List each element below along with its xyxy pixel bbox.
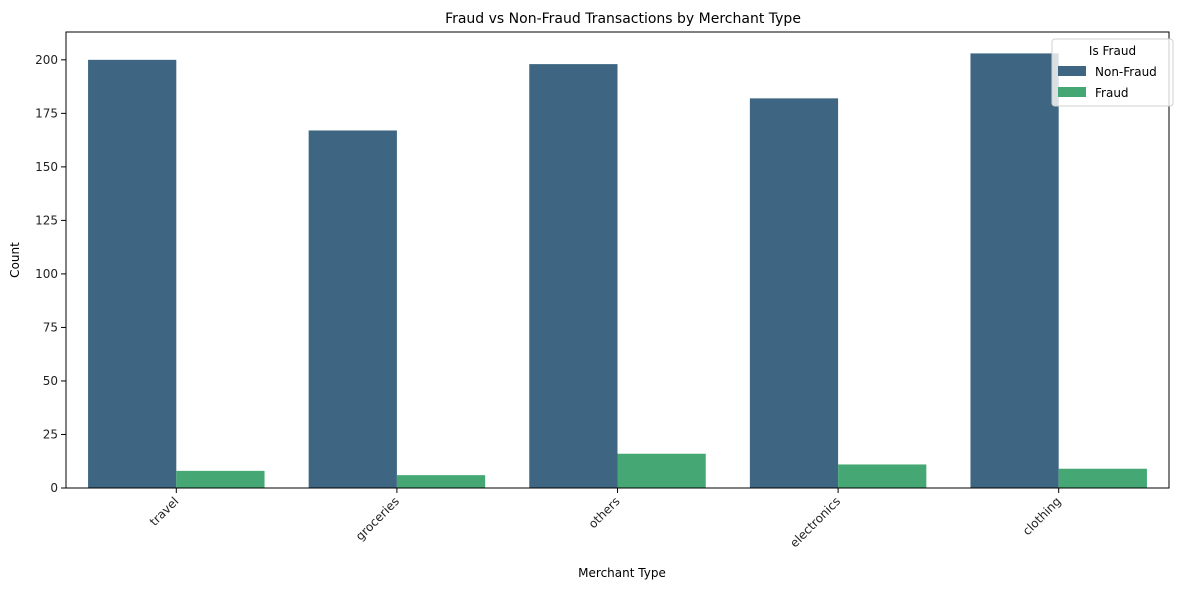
y-tick-label: 50 (43, 374, 58, 388)
bar-non-fraud-others (529, 64, 618, 489)
axes-frame (65, 31, 1170, 489)
y-tick-label: 200 (35, 53, 58, 67)
bar-non-fraud-clothing (970, 53, 1059, 489)
y-tick-label: 175 (35, 106, 58, 120)
x-tick-label-others: others (586, 494, 623, 531)
y-tick-label: 0 (50, 481, 58, 495)
y-tick-label: 100 (35, 267, 58, 281)
legend-label-non-fraud: Non-Fraud (1095, 65, 1157, 79)
plot-area: 0 25 50 75 100 125 150 175 200 travel groceries oth… (35, 31, 1174, 550)
y-tick-label: 75 (43, 320, 58, 334)
x-axis-title: Merchant Type (578, 566, 666, 580)
legend-title: Is Fraud (1089, 44, 1136, 58)
bar-fraud-groceries (396, 475, 486, 488)
bar-fraud-travel (176, 470, 265, 488)
x-tick-label-clothing: clothing (1020, 494, 1064, 538)
x-tick-label-electronics: electronics (787, 494, 843, 550)
y-tick-label: 125 (35, 213, 58, 227)
bar-non-fraud-groceries (308, 130, 397, 488)
x-tick-label-groceries: groceries (353, 494, 402, 543)
bar-non-fraud-travel (88, 59, 177, 488)
bar-fraud-others (617, 453, 706, 488)
chart-title: Fraud vs Non-Fraud Transactions by Merch… (445, 11, 801, 27)
y-tick-label: 25 (43, 427, 58, 441)
y-axis-title: Count (8, 242, 22, 278)
legend-swatch-fraud (1058, 87, 1086, 97)
legend-label-fraud: Fraud (1095, 86, 1129, 100)
y-tick-label: 150 (35, 160, 58, 174)
bar-fraud-electronics (838, 464, 927, 488)
bar-non-fraud-electronics (749, 98, 839, 488)
bar-fraud-clothing (1058, 468, 1147, 488)
x-tick-label-travel: travel (147, 494, 182, 529)
legend-swatch-non-fraud (1058, 66, 1086, 76)
